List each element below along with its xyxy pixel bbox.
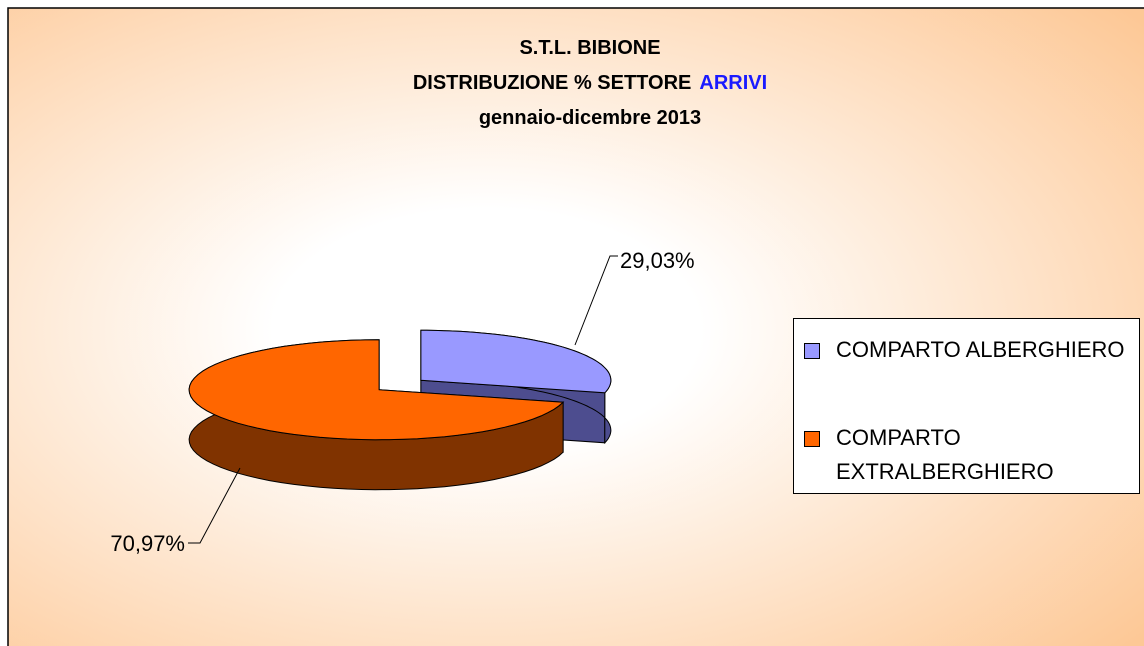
leader-line	[574, 255, 618, 346]
legend-label: COMPARTO EXTRALBERGHIERO	[836, 425, 1054, 484]
legend: COMPARTO ALBERGHIERO COMPARTO EXTRALBERGH…	[793, 318, 1140, 494]
chart-title: S.T.L. BIBIONE	[519, 37, 660, 59]
leader-line	[188, 467, 241, 544]
subtitle-part: DISTRIBUZIONE % SETTORE	[413, 72, 692, 94]
pie	[188, 329, 612, 491]
chart-period: gennaio-dicembre 2013	[479, 107, 701, 129]
pie-slice	[188, 339, 565, 441]
legend-label: COMPARTO ALBERGHIERO	[836, 337, 1125, 362]
legend-item: COMPARTO ALBERGHIERO	[804, 333, 1136, 367]
data-label: 70,97%	[110, 531, 185, 556]
subtitle-highlight: ARRIVI	[699, 72, 767, 94]
chart-subtitle: DISTRIBUZIONE % SETTORE ARRIVI	[413, 72, 767, 94]
legend-item: COMPARTO EXTRALBERGHIERO	[804, 421, 1136, 489]
legend-swatch	[804, 431, 820, 447]
pie-slice	[420, 329, 612, 394]
legend-swatch	[804, 343, 820, 359]
data-label: 29,03%	[620, 248, 695, 273]
